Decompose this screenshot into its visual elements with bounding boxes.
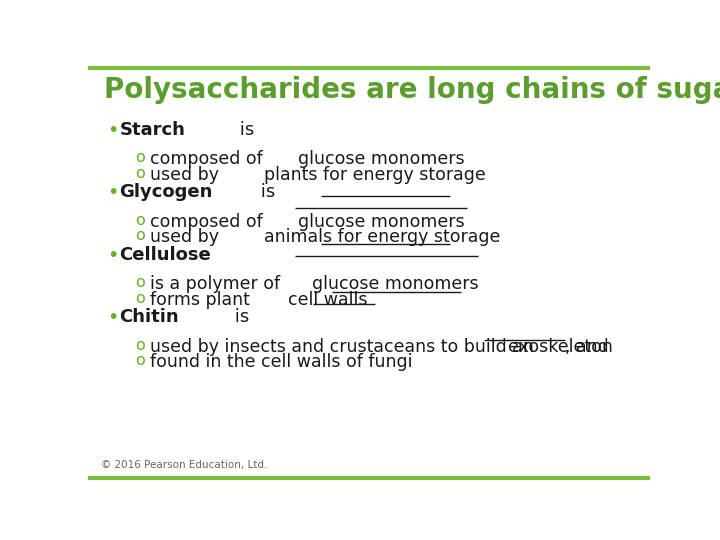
Text: used by: used by (150, 166, 225, 184)
Text: o: o (135, 166, 145, 181)
Text: glucose monomers: glucose monomers (298, 213, 465, 231)
Text: is: is (229, 308, 249, 326)
Text: •: • (107, 308, 118, 327)
Text: o: o (135, 213, 145, 228)
Text: forms plant: forms plant (150, 291, 256, 309)
Text: is a polymer of: is a polymer of (150, 275, 286, 293)
Text: animals for energy storage: animals for energy storage (264, 228, 500, 246)
Text: •: • (107, 246, 118, 265)
Text: o: o (135, 275, 145, 291)
Text: glucose monomers: glucose monomers (312, 275, 478, 293)
Text: exoskeleton: exoskeleton (508, 338, 613, 356)
Text: composed of: composed of (150, 151, 269, 168)
Text: © 2016 Pearson Education, Ltd.: © 2016 Pearson Education, Ltd. (101, 460, 267, 470)
Text: composed of: composed of (150, 213, 269, 231)
Text: Chitin: Chitin (120, 308, 179, 326)
Text: Cellulose: Cellulose (120, 246, 211, 264)
Text: Polysaccharides are long chains of sugar units: Polysaccharides are long chains of sugar… (104, 76, 720, 104)
Text: o: o (135, 353, 145, 368)
Text: found in the cell walls of fungi: found in the cell walls of fungi (150, 353, 413, 372)
Text: o: o (135, 338, 145, 353)
Text: cell walls: cell walls (288, 291, 368, 309)
Text: o: o (135, 151, 145, 165)
Text: Glycogen: Glycogen (120, 184, 213, 201)
Text: •: • (107, 184, 118, 202)
Text: used by insects and crustaceans to build an: used by insects and crustaceans to build… (150, 338, 540, 356)
Text: is: is (255, 184, 275, 201)
Text: glucose monomers: glucose monomers (298, 151, 465, 168)
Text: plants for energy storage: plants for energy storage (264, 166, 486, 184)
Text: •: • (107, 121, 118, 140)
Text: o: o (135, 228, 145, 244)
Text: Starch: Starch (120, 121, 185, 139)
Text: o: o (135, 291, 145, 306)
Text: used by: used by (150, 228, 225, 246)
Text: , and: , and (565, 338, 609, 356)
Text: is: is (233, 121, 254, 139)
